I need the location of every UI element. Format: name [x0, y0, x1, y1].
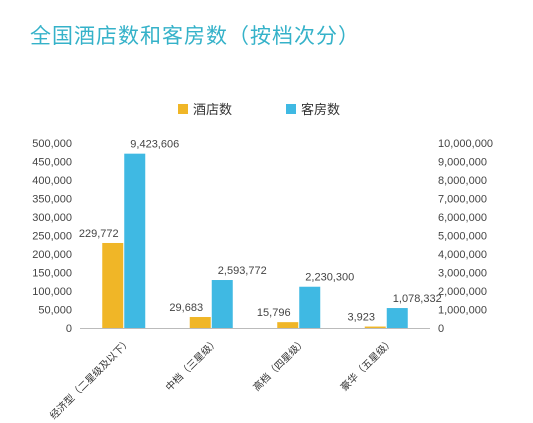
bar-rooms-4	[386, 308, 408, 328]
page-title: 全国酒店数和客房数（按档次分）	[30, 24, 360, 48]
left-axis-tick-label: 50,000	[38, 305, 72, 317]
legend-swatch-1	[178, 104, 188, 114]
right-axis-tick-label: 5,000,000	[438, 231, 487, 243]
data-label-rooms-4: 1,078,332	[393, 293, 442, 305]
legend-label-1: 酒店数	[193, 103, 232, 118]
category-label-3: 高档（四星级）	[250, 335, 309, 394]
left-axis-tick-label: 450,000	[32, 157, 72, 169]
left-axis-tick-label: 400,000	[32, 175, 72, 187]
left-axis-tick-label: 350,000	[32, 194, 72, 206]
data-label-hotels-4: 3,923	[347, 312, 375, 324]
right-axis-tick-label: 9,000,000	[438, 157, 487, 169]
bar-rooms-3	[299, 286, 321, 328]
right-axis-tick-label: 0	[438, 323, 444, 335]
data-label-hotels-2: 29,683	[169, 302, 203, 314]
data-label-rooms-1: 9,423,606	[130, 139, 179, 151]
data-label-hotels-3: 15,796	[257, 307, 291, 319]
data-label-rooms-3: 2,230,300	[305, 272, 354, 284]
left-axis-tick-label: 100,000	[32, 286, 72, 298]
bar-hotels-4	[364, 326, 386, 328]
left-axis-tick-label: 200,000	[32, 249, 72, 261]
left-y-axis: 0 50,000 100,000 150,000 200,000 250,000 300,0…	[32, 138, 72, 335]
bar-rooms-1	[124, 153, 146, 328]
right-axis-tick-label: 2,000,000	[438, 286, 487, 298]
legend-swatch-2	[286, 104, 296, 114]
bar-hotels-1	[102, 242, 124, 328]
left-axis-tick-label: 150,000	[32, 268, 72, 280]
bars-group	[102, 153, 408, 328]
bar-rooms-2	[211, 280, 233, 328]
category-labels-group: 经济型（二星级及以下） 中档（三星级） 高档（四星级） 豪华（五星级）	[47, 335, 396, 422]
bar-hotels-3	[277, 322, 299, 328]
right-axis-tick-label: 10,000,000	[438, 138, 493, 150]
category-label-1: 经济型（二星级及以下）	[47, 335, 134, 422]
right-y-axis: 0 1,000,000 2,000,000 3,000,000 4,000,000 5,0…	[438, 138, 493, 335]
right-axis-tick-label: 1,000,000	[438, 305, 487, 317]
right-axis-tick-label: 4,000,000	[438, 249, 487, 261]
right-axis-tick-label: 8,000,000	[438, 175, 487, 187]
left-axis-tick-label: 300,000	[32, 212, 72, 224]
legend-label-2: 客房数	[301, 102, 340, 118]
bar-hotels-2	[189, 317, 211, 328]
left-axis-tick-label: 250,000	[32, 231, 72, 243]
data-labels-group: 229,772 9,423,606 29,683 2,593,772 15,796 2,2…	[79, 139, 442, 324]
category-label-4: 豪华（五星级）	[338, 335, 397, 394]
category-label-2: 中档（三星级）	[163, 335, 222, 394]
left-axis-tick-label: 500,000	[32, 138, 72, 150]
right-axis-tick-label: 3,000,000	[438, 268, 487, 280]
right-axis-tick-label: 7,000,000	[438, 194, 487, 206]
right-axis-tick-label: 6,000,000	[438, 212, 487, 224]
data-label-rooms-2: 2,593,772	[218, 265, 267, 277]
data-label-hotels-1: 229,772	[79, 228, 119, 240]
chart-legend: 酒店数 客房数	[178, 102, 340, 118]
left-axis-tick-label: 0	[66, 323, 72, 335]
